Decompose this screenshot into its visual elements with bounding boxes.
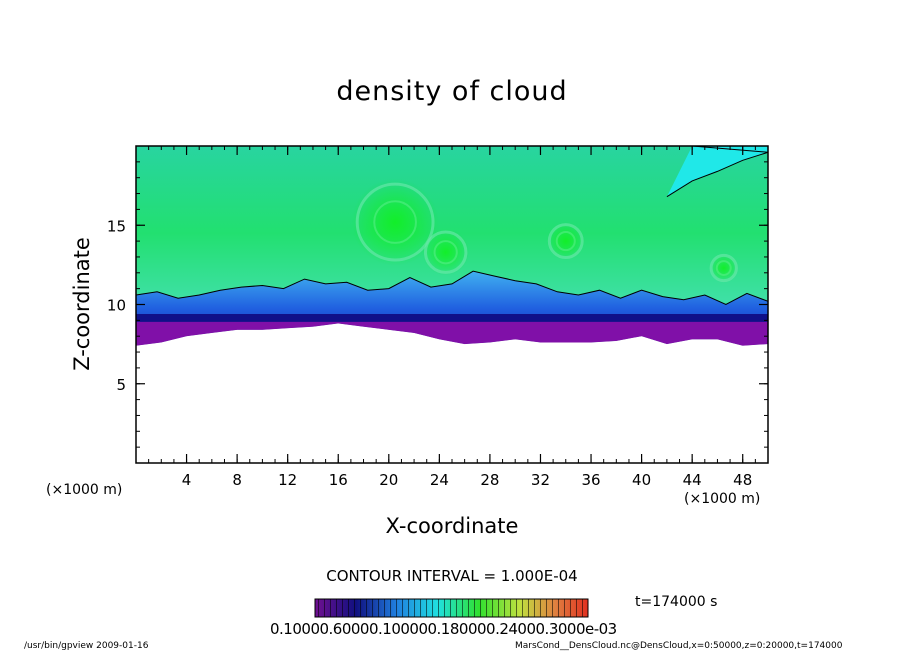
chart-title: density of cloud: [336, 76, 568, 107]
swirl-inner-ring-1: [433, 240, 458, 265]
y-tick-label: 5: [116, 376, 126, 394]
x-tick-label: 36: [581, 471, 600, 489]
y-tick-label: 10: [107, 297, 126, 315]
x-tick-label: 32: [531, 471, 550, 489]
swirl-ring-1: [423, 230, 468, 274]
density-field: [136, 146, 768, 463]
cloud-top-contour: [136, 270, 768, 306]
swirl-core-1: [422, 228, 469, 276]
swirl-inner-ring-2: [555, 231, 576, 252]
x-tick-label: 28: [480, 471, 499, 489]
upper-density-region: [136, 146, 768, 305]
swirl-core-2: [546, 222, 585, 260]
x-tick-label: 12: [278, 471, 297, 489]
footer-right: MarsCond__DensCloud.nc@DensCloud,x=0:500…: [515, 641, 843, 651]
empty-region: [136, 323, 768, 463]
colorbar-tick-labels: 0.10000.60000.100000.180000.24000.3000e-…: [270, 620, 617, 638]
cyan-contour-line: [666, 146, 768, 198]
y-axis-unit: (×1000 m): [46, 482, 123, 498]
swirl-ring-0: [355, 182, 435, 262]
y-axis-label: Z-coordinate: [70, 237, 94, 371]
swirl-core-0: [351, 178, 439, 266]
x-axis-unit: (×1000 m): [684, 491, 761, 507]
x-tick-label: 44: [683, 471, 702, 489]
footer-left: /usr/bin/gpview 2009-01-16: [24, 641, 149, 651]
x-tick-label: 40: [632, 471, 651, 489]
time-label: t=174000 s: [635, 594, 718, 610]
swirl-inner-ring-0: [373, 200, 417, 244]
x-tick-label: 20: [379, 471, 398, 489]
colorbar-divisions: [315, 599, 588, 617]
swirl-inner-ring-3: [715, 260, 732, 276]
x-tick-label: 8: [232, 471, 242, 489]
x-axis-label: X-coordinate: [385, 514, 519, 538]
x-tick-label: 24: [430, 471, 449, 489]
purple-density-band: [136, 321, 768, 346]
x-tick-label: 16: [329, 471, 348, 489]
x-tick-label: 48: [733, 471, 752, 489]
swirl-ring-2: [547, 223, 584, 260]
x-tick-label: 4: [182, 471, 192, 489]
swirl-core-3: [709, 253, 739, 283]
contour-interval-label: CONTOUR INTERVAL = 1.000E-04: [326, 567, 578, 585]
y-tick-label: 15: [107, 217, 126, 235]
swirl-ring-3: [709, 253, 738, 283]
